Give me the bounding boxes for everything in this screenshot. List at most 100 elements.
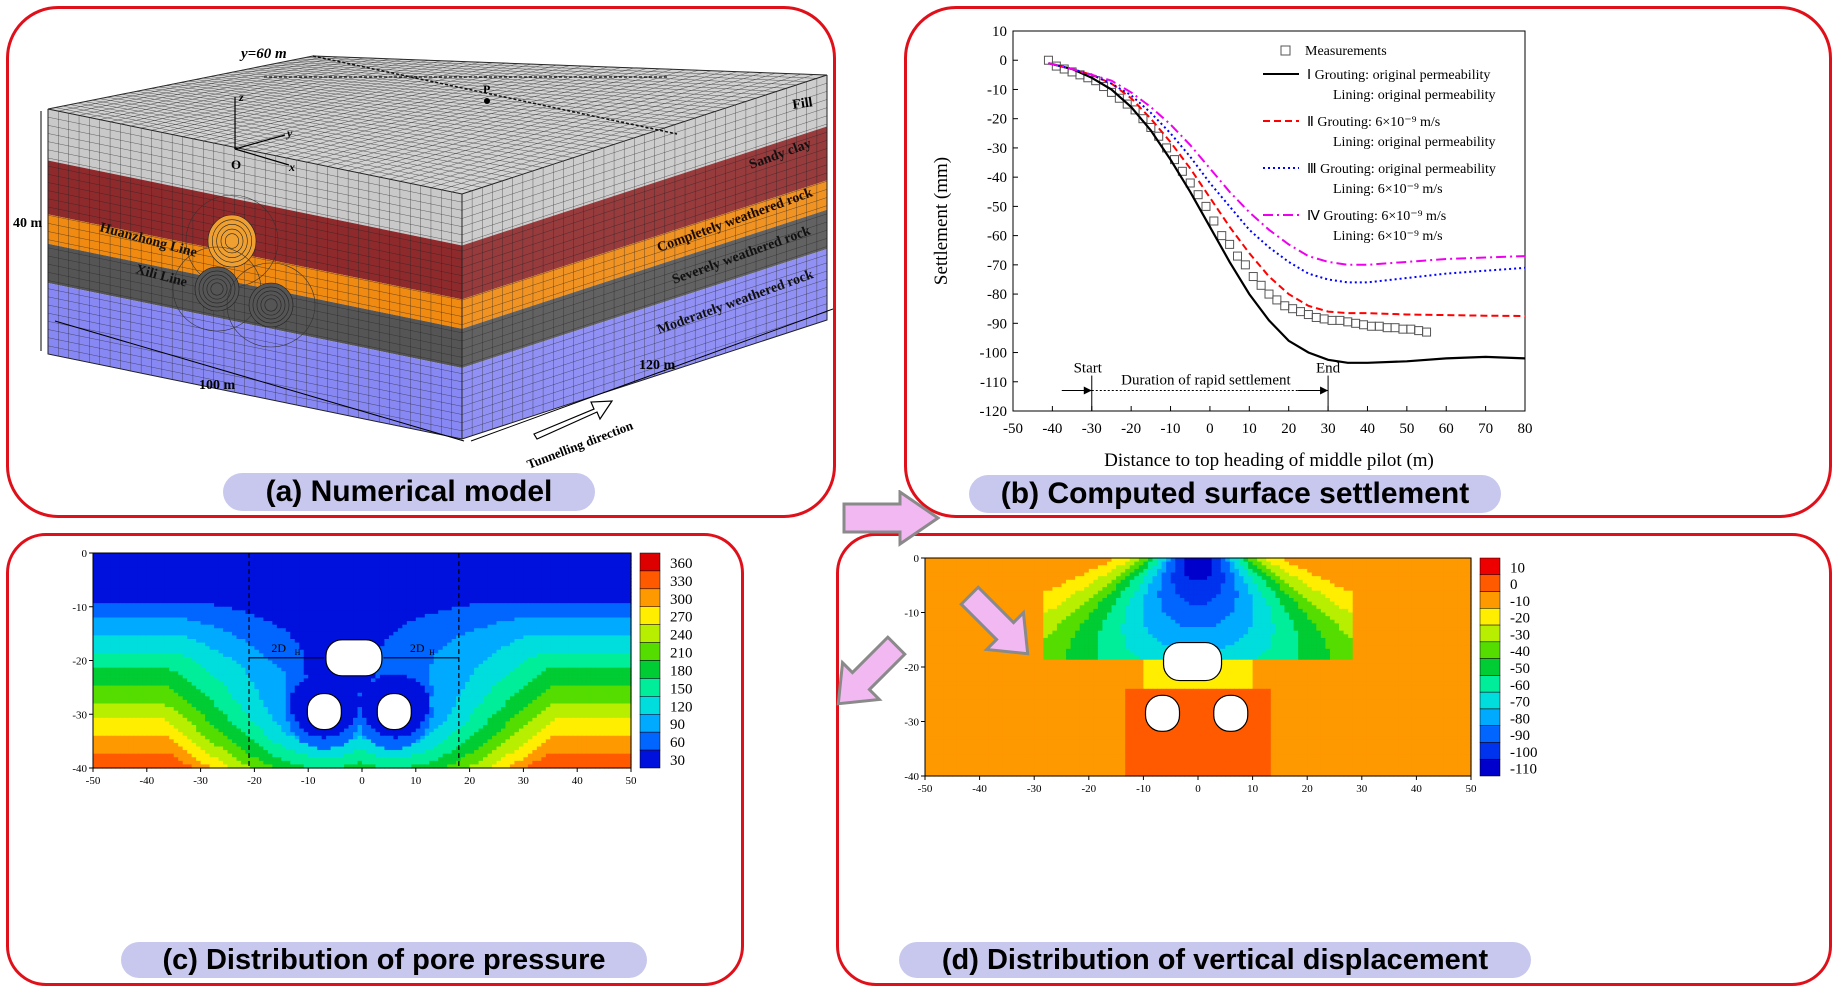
legend-swatch-6 xyxy=(1479,658,1501,676)
measurement-point-35 xyxy=(1319,314,1329,324)
tunnel-opening-1 xyxy=(1144,694,1181,732)
caption-d: (d) Distribution of vertical displacemen… xyxy=(899,942,1531,978)
legend-swatch-2 xyxy=(1479,591,1501,609)
y-tick-label-12: -110 xyxy=(980,375,1007,391)
legend-label-10: 60 xyxy=(670,735,685,751)
panel-vertical-displacement: -50 -40 -30 -20 -10 0 10 20 30 40 50 0 -10 -20 -30 -40 1… xyxy=(836,533,1832,986)
measurement-point-41 xyxy=(1366,321,1376,331)
measurement-point-31 xyxy=(1288,304,1298,314)
legend-label-4: -30 xyxy=(1510,627,1530,643)
legend-label-12: -110 xyxy=(1510,762,1537,778)
legend-label-2: 300 xyxy=(670,592,693,608)
series-line-1 xyxy=(1048,62,1526,364)
measurement-point-20 xyxy=(1201,201,1211,211)
origin-label: O xyxy=(231,157,241,172)
measurement-point-21 xyxy=(1209,216,1219,226)
x-tick-label-2: -30 xyxy=(1027,783,1042,795)
x-tick-label-6: 10 xyxy=(410,775,422,787)
y-tick-label-2: -20 xyxy=(904,662,919,674)
measurement-point-10 xyxy=(1122,99,1132,109)
legend-sub-3: Lining: 6×10⁻⁹ m/s xyxy=(1333,182,1443,197)
x-tick-label-8: 30 xyxy=(518,775,530,787)
x-tick-label-12: 70 xyxy=(1478,421,1493,437)
measurement-point-33 xyxy=(1303,310,1313,320)
measurement-point-26 xyxy=(1248,272,1258,282)
legend-sub-4: Lining: 6×10⁻⁹ m/s xyxy=(1333,229,1443,244)
legend-swatch-9 xyxy=(639,714,661,733)
measurement-point-19 xyxy=(1193,190,1203,200)
y-tick-label-6: -50 xyxy=(987,199,1007,215)
x-tick-label-4: -10 xyxy=(301,775,316,787)
legend-label-0: 10 xyxy=(1510,560,1525,576)
legend-swatch-7 xyxy=(1479,675,1501,693)
legend-label-3: -20 xyxy=(1510,611,1530,627)
x-tick-label-4: -10 xyxy=(1136,783,1151,795)
legend-label-7: -60 xyxy=(1510,678,1530,694)
tunnelling-arrow-icon xyxy=(533,400,614,440)
depth-label: 120 m xyxy=(639,358,676,373)
x-tick-label-7: 20 xyxy=(464,775,476,787)
legend-swatch-12 xyxy=(1479,758,1501,777)
y-tick-label-1: -10 xyxy=(72,602,87,614)
numerical-model-figure: Py=60 m O x y z 40 m 100 m 120 m Tunnelling dire… xyxy=(13,46,833,472)
measurement-point-18 xyxy=(1185,178,1195,188)
x-tick-label-11: 60 xyxy=(1439,421,1454,437)
tunnel-opening-2 xyxy=(1213,694,1249,732)
x-tick-label-5: 0 xyxy=(1195,783,1201,795)
y-axis xyxy=(234,134,286,150)
caption-a: (a) Numerical model xyxy=(223,473,595,511)
y60-line xyxy=(312,55,678,135)
plot-frame xyxy=(1012,30,1526,412)
measurement-point-48 xyxy=(1422,327,1432,337)
x-tick-label-1: -40 xyxy=(972,783,987,795)
width-label: 100 m xyxy=(199,378,236,393)
x-tick-label-3: -20 xyxy=(247,775,262,787)
x-tick-label-7: 20 xyxy=(1281,421,1296,437)
measurement-point-36 xyxy=(1327,315,1337,325)
legend-swatch-1 xyxy=(1479,574,1501,592)
x-tick-label-0: -50 xyxy=(86,775,101,787)
x-tick-label-10: 50 xyxy=(1466,783,1478,795)
x-tick-label-2: -30 xyxy=(1082,421,1102,437)
y-tick-label-2: -10 xyxy=(987,82,1007,98)
legend-swatch-7 xyxy=(639,678,661,697)
y-tick-label-3: -30 xyxy=(72,709,87,721)
x-tick-label-0: -50 xyxy=(1003,421,1023,437)
y60-label: y=60 m xyxy=(239,46,287,62)
x-tick-label-6: 10 xyxy=(1242,421,1257,437)
left-width-subscript: H xyxy=(295,648,301,657)
settlement-chart: -50 -40 -30 -20 -10 0 10 20 30 40 50 60 70 80100-10-2… xyxy=(931,24,1533,471)
measurement-point-23 xyxy=(1225,239,1235,249)
measurement-point-46 xyxy=(1406,324,1416,334)
legend-label-9: -80 xyxy=(1510,711,1530,727)
measurement-point-32 xyxy=(1296,307,1306,317)
legend-swatch-6 xyxy=(639,660,661,679)
tunnel-opening-1 xyxy=(306,692,342,731)
legend-sub-2: Lining: original permeability xyxy=(1333,135,1496,150)
arrow-a-to-b-icon xyxy=(842,490,941,547)
x-tick-label-8: 30 xyxy=(1321,421,1336,437)
measurement-point-43 xyxy=(1382,323,1392,333)
y-tick-label-8: -70 xyxy=(987,258,1007,274)
x-tick-label-9: 40 xyxy=(1411,783,1423,795)
y-tick-label-4: -40 xyxy=(904,771,919,783)
legend-swatch-2 xyxy=(639,588,661,607)
legend-swatch-0 xyxy=(639,552,661,572)
y-tick-label-0: 0 xyxy=(914,553,920,565)
measurement-point-29 xyxy=(1272,295,1282,305)
caption-b: (b) Computed surface settlement xyxy=(969,475,1501,513)
measurement-point-11 xyxy=(1130,105,1140,115)
x-tick-label-1: -40 xyxy=(1042,421,1062,437)
legend-swatch-10 xyxy=(1479,725,1501,743)
legend-swatch-5 xyxy=(639,642,661,661)
measurement-point-39 xyxy=(1351,318,1361,328)
legend-label-0: 360 xyxy=(670,556,693,572)
legend-label-5: 210 xyxy=(670,646,693,662)
axes-triad xyxy=(234,97,290,166)
measurement-point-45 xyxy=(1398,324,1408,334)
y-axis-label: y xyxy=(285,126,293,140)
legend-label-3: 270 xyxy=(670,610,693,626)
legend-swatch-3 xyxy=(1479,608,1501,626)
legend-label-6: 180 xyxy=(670,663,693,679)
